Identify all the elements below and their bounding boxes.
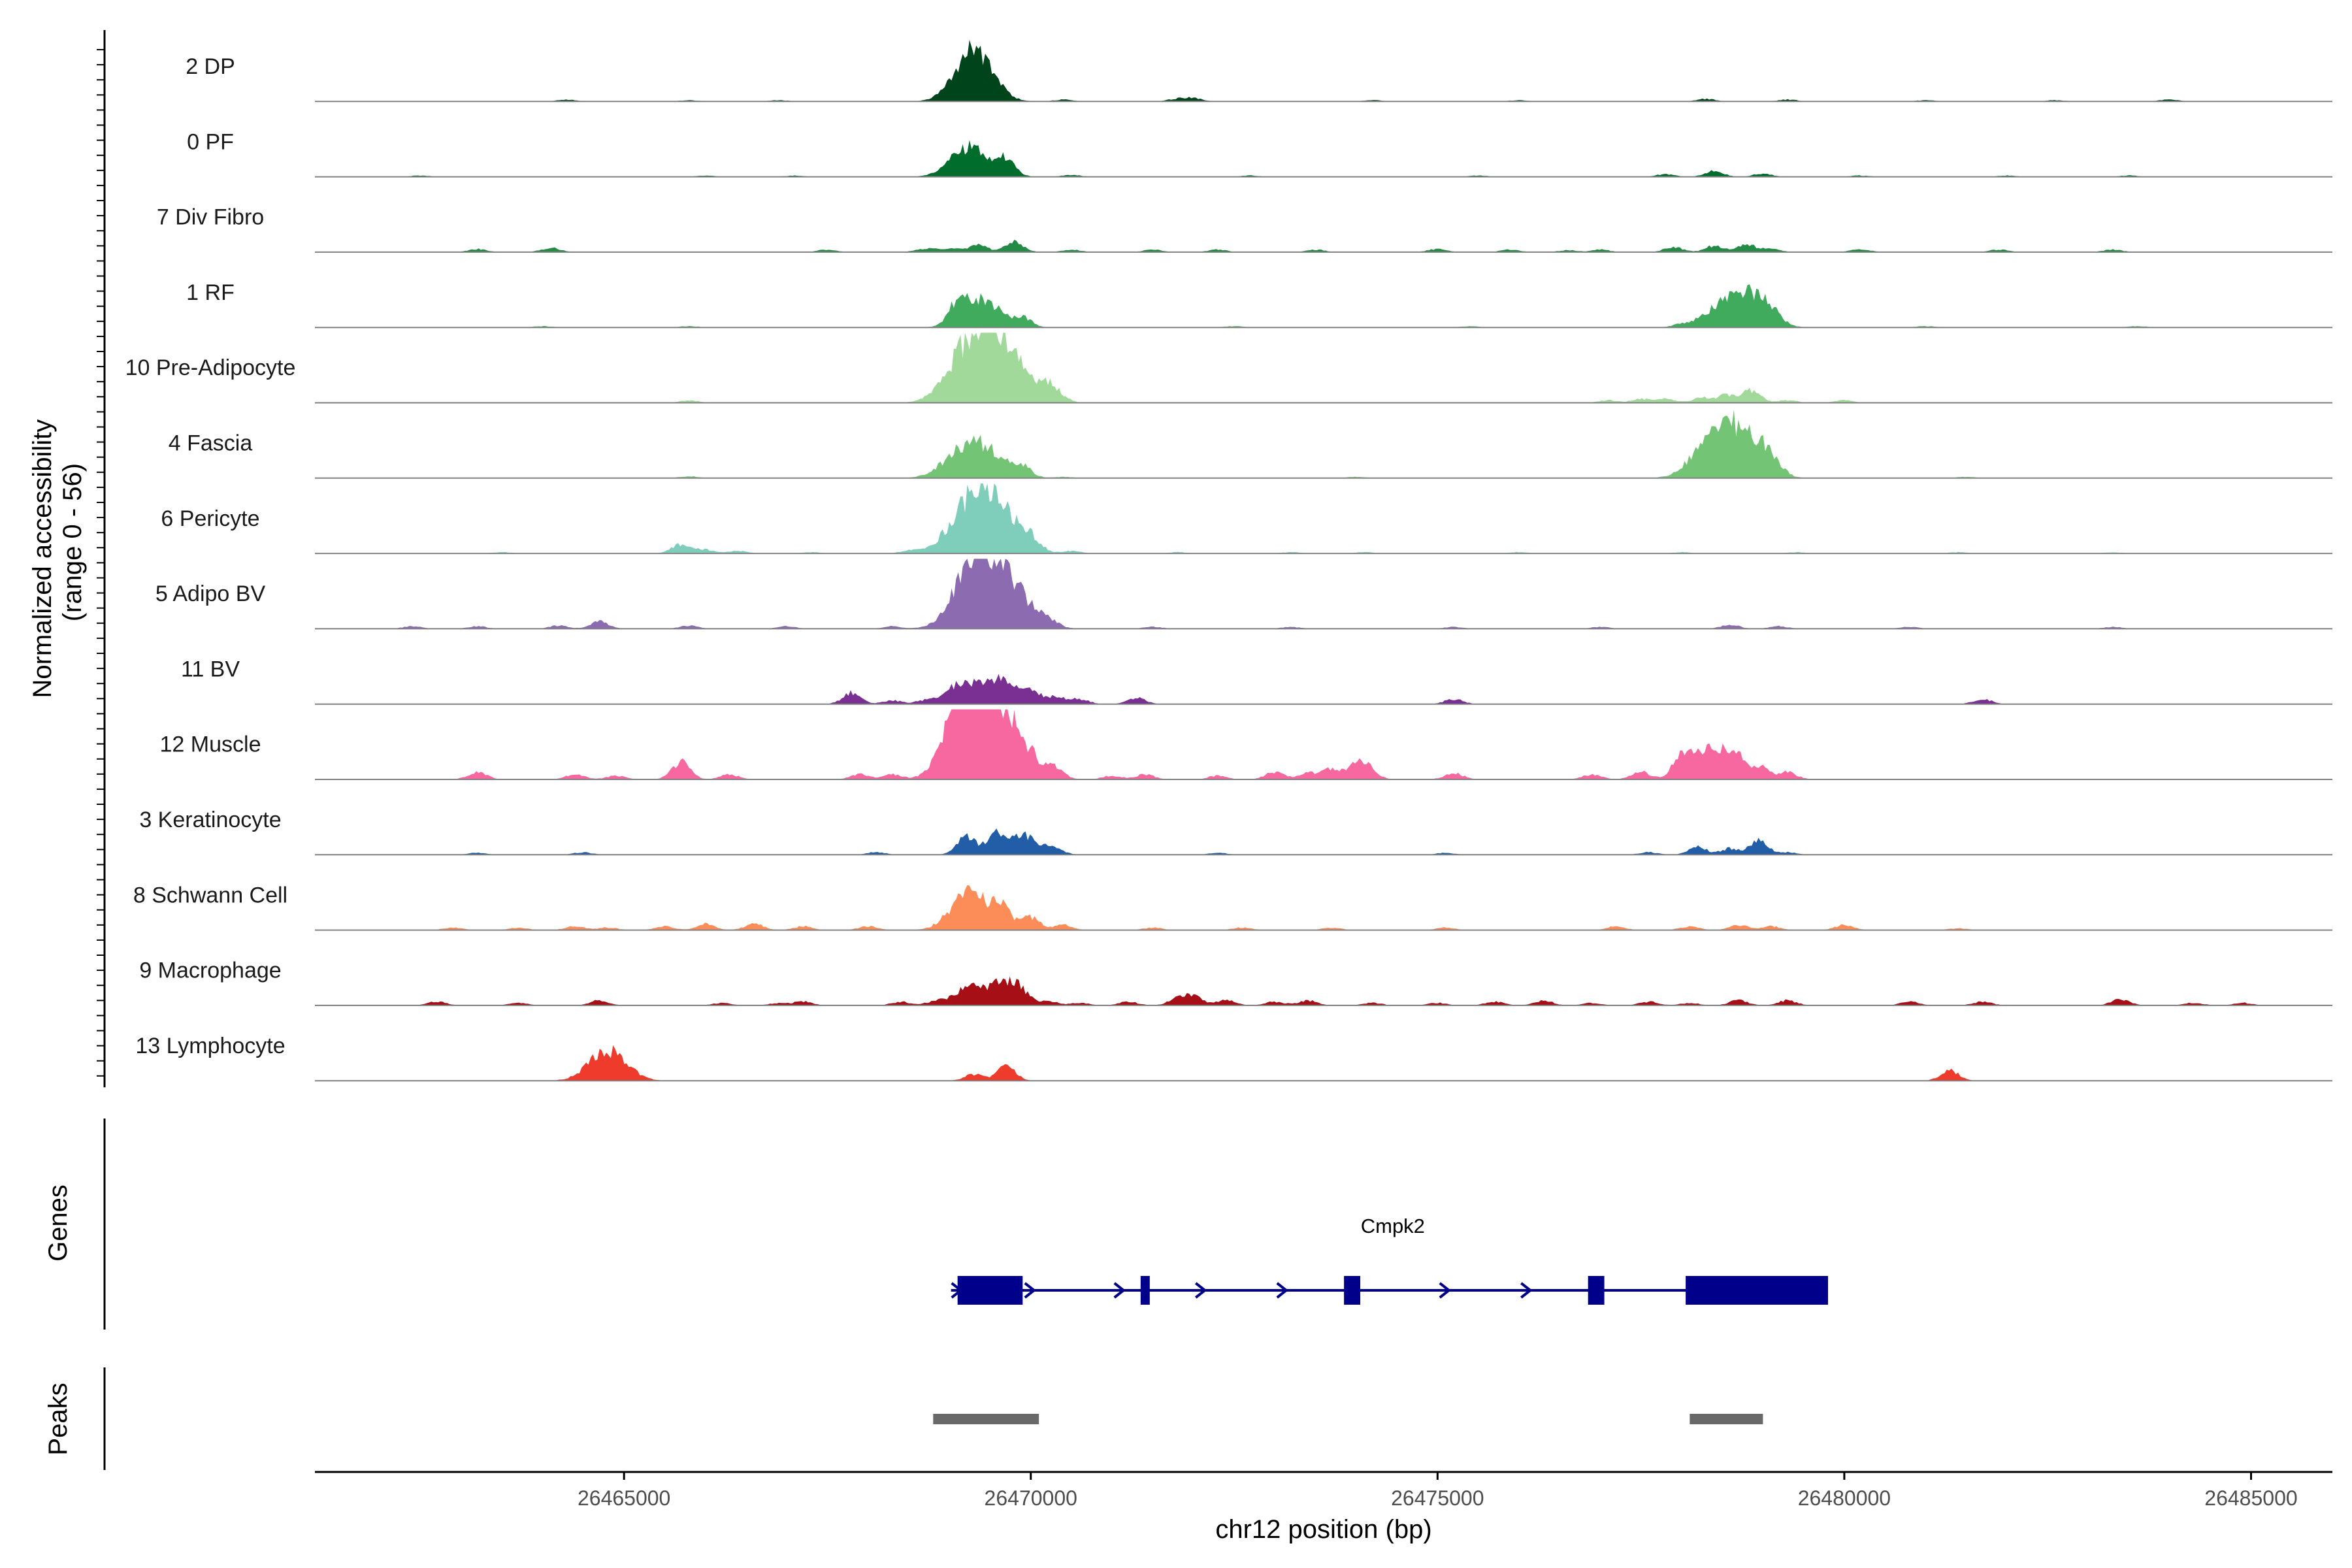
track-label: 0 PF xyxy=(187,129,234,154)
strand-arrow xyxy=(1113,1282,1126,1299)
peaks-axis-title: Peaks xyxy=(44,1382,73,1455)
coverage-track xyxy=(315,333,2332,404)
gene-exon xyxy=(1588,1276,1605,1305)
coverage-track xyxy=(315,1045,2332,1082)
track-label: 6 Pericyte xyxy=(161,506,259,531)
track-label: 1 RF xyxy=(186,280,235,305)
coverage-track xyxy=(315,239,2332,253)
coverage-track xyxy=(315,976,2332,1006)
x-axis-title: chr12 position (bp) xyxy=(1215,1515,1431,1544)
coverage-area xyxy=(315,483,2332,554)
track-label: 11 BV xyxy=(181,657,240,681)
coverage-track xyxy=(315,40,2332,103)
strand-arrow xyxy=(1439,1282,1452,1299)
genes-axis-title: Genes xyxy=(44,1184,73,1262)
coverage-track xyxy=(315,828,2332,856)
coverage-area xyxy=(315,828,2332,855)
coverage-track xyxy=(315,483,2332,555)
track-label: 10 Pre-Adipocyte xyxy=(125,355,296,380)
coverage-track xyxy=(315,409,2332,479)
peak-region xyxy=(933,1414,1039,1424)
coverage-area xyxy=(315,409,2332,478)
gene-exon xyxy=(1140,1276,1150,1305)
coverage-area xyxy=(315,284,2332,328)
peak-region xyxy=(1690,1414,1763,1424)
gene-exon xyxy=(957,1276,1023,1305)
coverage-track xyxy=(315,709,2332,780)
x-tick-label: 26475000 xyxy=(1391,1486,1484,1510)
strand-arrow xyxy=(1276,1282,1288,1299)
strand-arrow xyxy=(1024,1282,1036,1299)
gene-model: Cmpk2 xyxy=(951,1215,1828,1305)
x-axis: 26465000 26470000 26475000 26480000 26485000 xyxy=(315,1471,2332,1510)
coverage-area xyxy=(315,976,2332,1005)
coverage-track xyxy=(315,284,2332,329)
track-label: 13 Lymphocyte xyxy=(135,1034,285,1058)
coverage-area xyxy=(315,709,2332,779)
coverage-area xyxy=(315,333,2332,403)
track-label: 9 Macrophage xyxy=(139,958,281,983)
coverage-y-axis xyxy=(97,30,106,1088)
peaks-panel xyxy=(103,1367,1763,1470)
track-label: 5 Adipo BV xyxy=(155,581,266,606)
coverage-area xyxy=(315,674,2332,704)
coverage-track xyxy=(315,559,2332,630)
x-tick-label: 26480000 xyxy=(1798,1486,1891,1510)
track-label: 2 DP xyxy=(186,54,235,79)
gene-exon xyxy=(1344,1276,1361,1305)
x-tick-label: 26465000 xyxy=(578,1486,670,1510)
genes-panel: Cmpk2 xyxy=(103,1119,1828,1330)
track-label: 3 Keratinocyte xyxy=(139,808,281,832)
coverage-area xyxy=(315,559,2332,629)
coverage-track xyxy=(315,140,2332,178)
track-labels: 2 DP 0 PF 7 Div Fibro 1 RF 10 Pre-Adipocyte 4… xyxy=(125,54,296,1058)
y-axis-title: Normalized accessibility xyxy=(28,419,57,698)
coverage-area xyxy=(315,140,2332,177)
gene-name-label: Cmpk2 xyxy=(1361,1215,1425,1237)
x-tick-label: 26485000 xyxy=(2204,1486,2297,1510)
gene-exon xyxy=(1686,1276,1828,1305)
coverage-area xyxy=(315,40,2332,102)
coverage-track xyxy=(315,674,2332,705)
track-label: 12 Muscle xyxy=(160,732,261,757)
track-label: 8 Schwann Cell xyxy=(133,883,287,907)
x-tick-label: 26470000 xyxy=(985,1486,1077,1510)
track-label: 7 Div Fibro xyxy=(157,205,264,230)
coverage-area xyxy=(315,239,2332,252)
track-label: 4 Fascia xyxy=(169,431,253,456)
y-axis-subtitle: (range 0 - 56) xyxy=(58,463,87,621)
coverage-track xyxy=(315,885,2332,931)
strand-arrow xyxy=(1520,1282,1533,1299)
strand-arrow xyxy=(1194,1282,1207,1299)
coverage-tracks xyxy=(315,40,2332,1082)
coverage-area xyxy=(315,885,2332,930)
coverage-area xyxy=(315,1045,2332,1081)
